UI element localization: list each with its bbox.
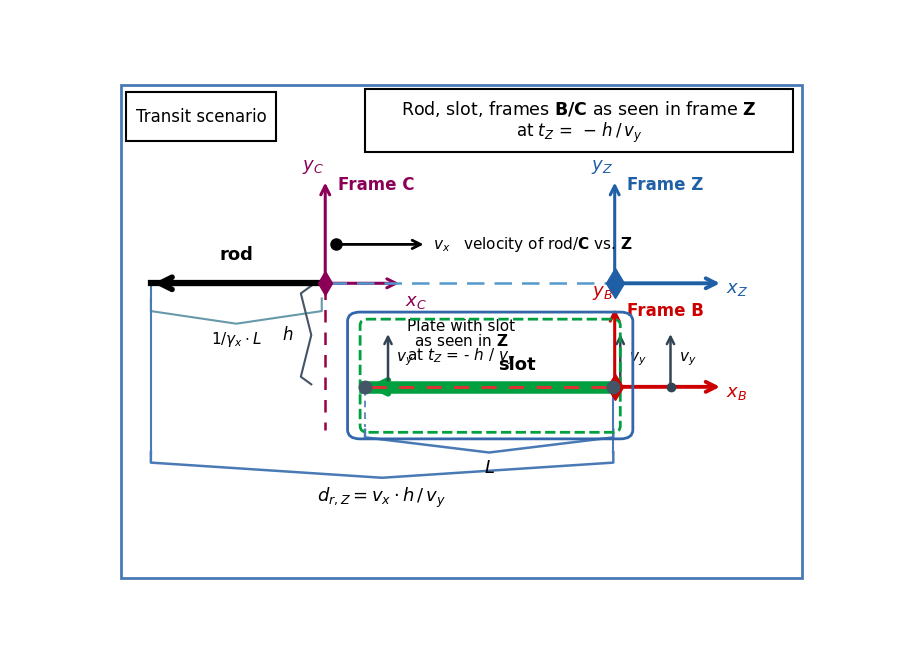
FancyBboxPatch shape (126, 92, 276, 141)
Text: $x_C$: $x_C$ (405, 293, 428, 312)
Text: $v_y$: $v_y$ (628, 350, 646, 368)
Text: Transit scenario: Transit scenario (136, 108, 266, 125)
Text: Frame B: Frame B (627, 302, 704, 320)
Text: $d_{r,Z} = v_x \cdot h \, / \, v_y$: $d_{r,Z} = v_x \cdot h \, / \, v_y$ (318, 485, 446, 510)
Text: $L$: $L$ (483, 459, 495, 477)
Text: Plate with slot: Plate with slot (407, 319, 516, 334)
Text: $y_Z$: $y_Z$ (591, 157, 613, 176)
FancyBboxPatch shape (365, 89, 793, 152)
Text: $1/\gamma_x \cdot L$: $1/\gamma_x \cdot L$ (211, 330, 262, 349)
Text: $y_C$: $y_C$ (302, 157, 324, 176)
Text: $y_B$: $y_B$ (591, 284, 613, 302)
Text: rod: rod (220, 246, 253, 264)
Text: $x_Z$: $x_Z$ (726, 280, 748, 298)
Text: Frame Z: Frame Z (627, 176, 704, 194)
Text: as seen in $\mathbf{Z}$: as seen in $\mathbf{Z}$ (414, 333, 508, 350)
Text: at $t_Z\,=\,-\,h\,/\,v_y$: at $t_Z\,=\,-\,h\,/\,v_y$ (516, 121, 643, 146)
Text: $v_y$: $v_y$ (396, 350, 414, 368)
Text: at $t_Z$ = - $h$ / $v_y$: at $t_Z$ = - $h$ / $v_y$ (407, 346, 516, 367)
Text: $h$: $h$ (283, 326, 293, 344)
Text: $v_y$: $v_y$ (679, 350, 697, 368)
Text: $x_B$: $x_B$ (726, 384, 747, 402)
Text: Rod, slot, frames $\mathbf{B/C}$ as seen in frame $\mathbf{Z}$: Rod, slot, frames $\mathbf{B/C}$ as seen… (401, 99, 757, 119)
Text: $v_x$   velocity of rod/$\mathbf{C}$ vs. $\mathbf{Z}$: $v_x$ velocity of rod/$\mathbf{C}$ vs. $… (434, 235, 634, 254)
Text: Frame C: Frame C (338, 176, 414, 194)
Text: slot: slot (499, 356, 536, 374)
